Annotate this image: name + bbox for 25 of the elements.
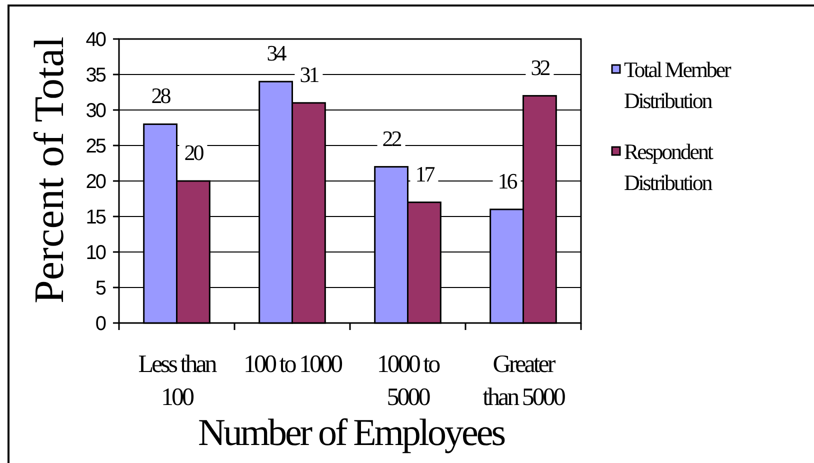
y-tick-label: 20 <box>86 171 106 194</box>
y-tick-label: 15 <box>86 206 106 229</box>
data-label: 34 <box>266 40 287 66</box>
y-tick-label: 10 <box>86 242 106 264</box>
legend-label: Respondent Distribution <box>624 139 714 195</box>
y-tick-label: 35 <box>86 64 106 87</box>
data-label: 31 <box>300 62 319 87</box>
y-tick-label: 25 <box>86 136 106 158</box>
data-label: 20 <box>184 140 204 165</box>
y-tick-label: 0 <box>95 313 106 336</box>
data-label: 32 <box>530 54 550 80</box>
data-label: 16 <box>498 168 518 194</box>
y-axis-title: Percent of Total <box>27 36 73 304</box>
x-axis-title: Number of Employees <box>198 412 506 454</box>
x-tick-label: 1000 to 5000 <box>376 351 440 411</box>
data-label: 17 <box>415 161 436 186</box>
y-tick-label: 40 <box>86 29 106 52</box>
x-tick-label: 100 to 1000 <box>244 351 342 378</box>
x-tick-label: Less than 100 <box>138 351 218 411</box>
legend-label: Total Member Distribution <box>624 57 732 113</box>
y-tick-label: 30 <box>86 100 106 122</box>
y-tick-label: 5 <box>95 278 106 300</box>
data-label: 28 <box>151 83 172 108</box>
data-label: 22 <box>382 126 402 151</box>
x-tick-label: Greater than 5000 <box>482 351 566 411</box>
